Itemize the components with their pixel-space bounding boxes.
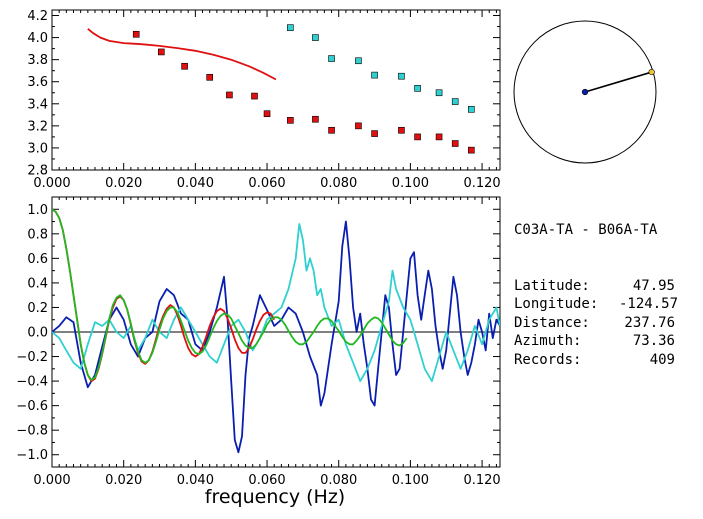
info-row: Longitude: -124.57 — [514, 295, 703, 314]
station-info-panel: C03A-TA - B06A-TA Latitude: 47.95 Longitud… — [514, 184, 703, 388]
info-value: 237.76 — [624, 314, 675, 331]
x-tick-label: 0.020 — [105, 473, 142, 488]
data-point — [355, 57, 362, 65]
y-tick-label: 0.6 — [27, 252, 48, 267]
info-key: Azimuth: — [514, 333, 582, 349]
series-line-3 — [52, 208, 408, 381]
y-tick-label: 0.0 — [27, 326, 48, 341]
y-tick-label: −0.6 — [16, 399, 48, 414]
data-point — [414, 133, 421, 141]
plot-area — [87, 4, 475, 154]
y-tick-label: 0.2 — [27, 301, 48, 316]
info-value: 47.95 — [632, 277, 675, 294]
series-line-2 — [87, 28, 277, 81]
station-origin-dot — [581, 88, 589, 96]
data-point — [371, 71, 378, 79]
data-point — [398, 72, 405, 80]
station-pair-title: C03A-TA - B06A-TA — [514, 222, 658, 238]
x-tick-label: 0.080 — [320, 176, 357, 191]
info-key: Latitude: — [514, 277, 590, 294]
correlation-spectrum-chart: 0.000 0.020 0.040 0.060 0.080 0.100 0.120 −1.0 −… — [16, 196, 501, 488]
data-point — [451, 98, 459, 105]
data-point — [371, 130, 378, 137]
data-point — [263, 110, 271, 118]
x-axis-label: frequency (Hz) — [205, 486, 345, 508]
y-tick-label: −0.8 — [16, 424, 48, 439]
y-tick-label: 2.8 — [27, 164, 48, 179]
data-point — [435, 89, 443, 97]
station-info-rows: Latitude: 47.95 Longitude: -124.57 Distance:… — [514, 277, 703, 370]
y-tick-label: 3.2 — [27, 119, 48, 134]
y-tick-label: 4.0 — [27, 31, 48, 46]
y-tick-label: 0.4 — [27, 276, 48, 291]
velocity-dispersion-chart: 0.000 0.020 0.040 0.060 0.080 0.100 0.120 2.8 3.… — [27, 4, 501, 191]
data-point — [451, 140, 459, 147]
data-point — [287, 24, 294, 31]
data-point — [226, 91, 233, 99]
series-line-0 — [52, 220, 500, 454]
info-key: Distance: — [514, 314, 590, 331]
data-point — [328, 55, 335, 62]
data-point — [328, 126, 335, 134]
info-row: Records: 409 — [514, 351, 703, 370]
x-tick-label: 0.060 — [248, 176, 285, 191]
data-point — [287, 117, 294, 124]
plot-frame — [51, 9, 501, 171]
x-tick-label: 0.040 — [177, 473, 214, 488]
y-tick-label: 3.0 — [27, 141, 48, 156]
data-point — [355, 122, 362, 130]
plot-area — [52, 208, 500, 454]
x-tick-label: 0.080 — [320, 473, 357, 488]
azimuth-line — [584, 71, 652, 93]
info-row: Latitude: 47.95 — [514, 277, 703, 296]
x-tick-label: 0.100 — [392, 473, 429, 488]
info-value: -124.57 — [619, 296, 679, 312]
data-point — [312, 34, 319, 41]
azimuth-circle — [513, 20, 657, 164]
y-tick-label: −0.4 — [16, 375, 48, 390]
x-tick-label: 0.020 — [105, 176, 142, 191]
x-tick-label: 0.060 — [248, 473, 285, 488]
y-tick-label: 1.0 — [27, 203, 48, 218]
info-row: Distance: 237.76 — [514, 314, 703, 333]
info-key: Records: — [514, 351, 582, 368]
data-point — [435, 133, 443, 141]
x-tick-label: 0.100 — [392, 176, 429, 191]
info-value: 409 — [649, 351, 675, 368]
data-point — [312, 115, 319, 123]
info-row: Azimuth: 73.36 — [514, 332, 703, 351]
x-tick-label: 0.040 — [177, 176, 214, 191]
x-tick-label: 0.120 — [463, 473, 500, 488]
data-point — [181, 62, 188, 70]
station-target-dot — [648, 68, 655, 76]
data-point — [158, 48, 165, 56]
data-point — [468, 146, 475, 154]
y-tick-label: 3.8 — [27, 53, 48, 68]
azimuth-ring — [513, 20, 657, 164]
y-tick-label: 3.6 — [27, 75, 48, 90]
y-tick-label: 3.4 — [27, 97, 48, 112]
y-tick-label: 0.8 — [27, 227, 48, 242]
data-point — [206, 74, 213, 81]
info-value: 73.36 — [632, 333, 675, 349]
data-point — [468, 106, 475, 113]
y-tick-label: −0.2 — [16, 350, 48, 365]
x-tick-label: 0.000 — [33, 473, 70, 488]
data-point — [264, 4, 270, 10]
data-point — [398, 126, 405, 134]
data-point — [132, 30, 140, 38]
x-tick-label: 0.120 — [463, 176, 500, 191]
y-tick-label: −1.0 — [16, 448, 48, 463]
y-tick-label: 4.2 — [27, 9, 48, 24]
info-key: Longitude: — [514, 296, 599, 312]
x-tick-label: 0.000 — [33, 176, 70, 191]
data-point — [414, 85, 421, 92]
data-point — [251, 92, 258, 100]
